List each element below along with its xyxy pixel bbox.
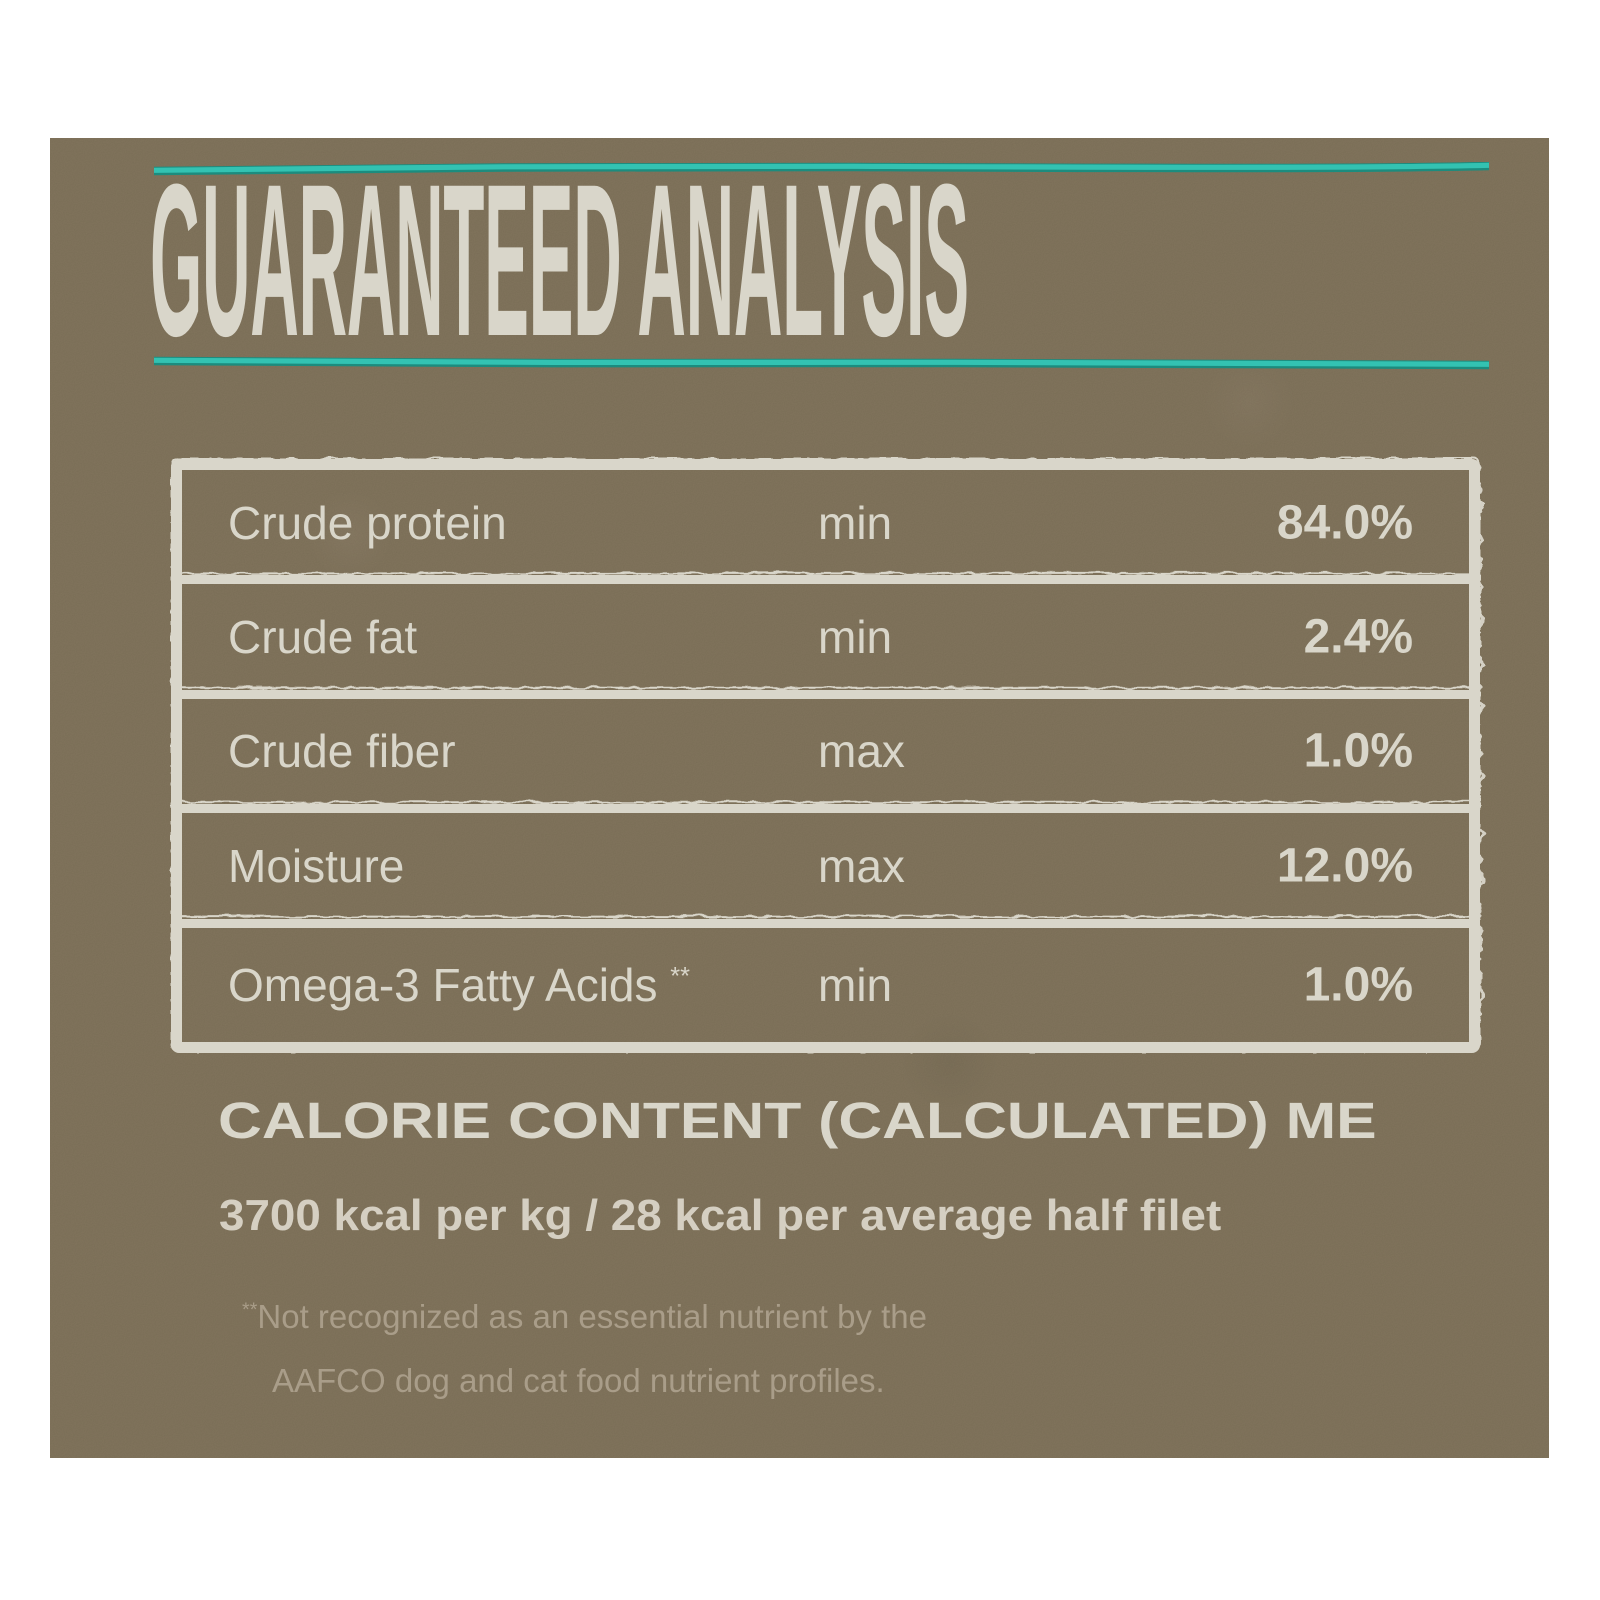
svg-text:GUARANTEED ANALYSIS: GUARANTEED ANALYSIS <box>150 150 969 380</box>
